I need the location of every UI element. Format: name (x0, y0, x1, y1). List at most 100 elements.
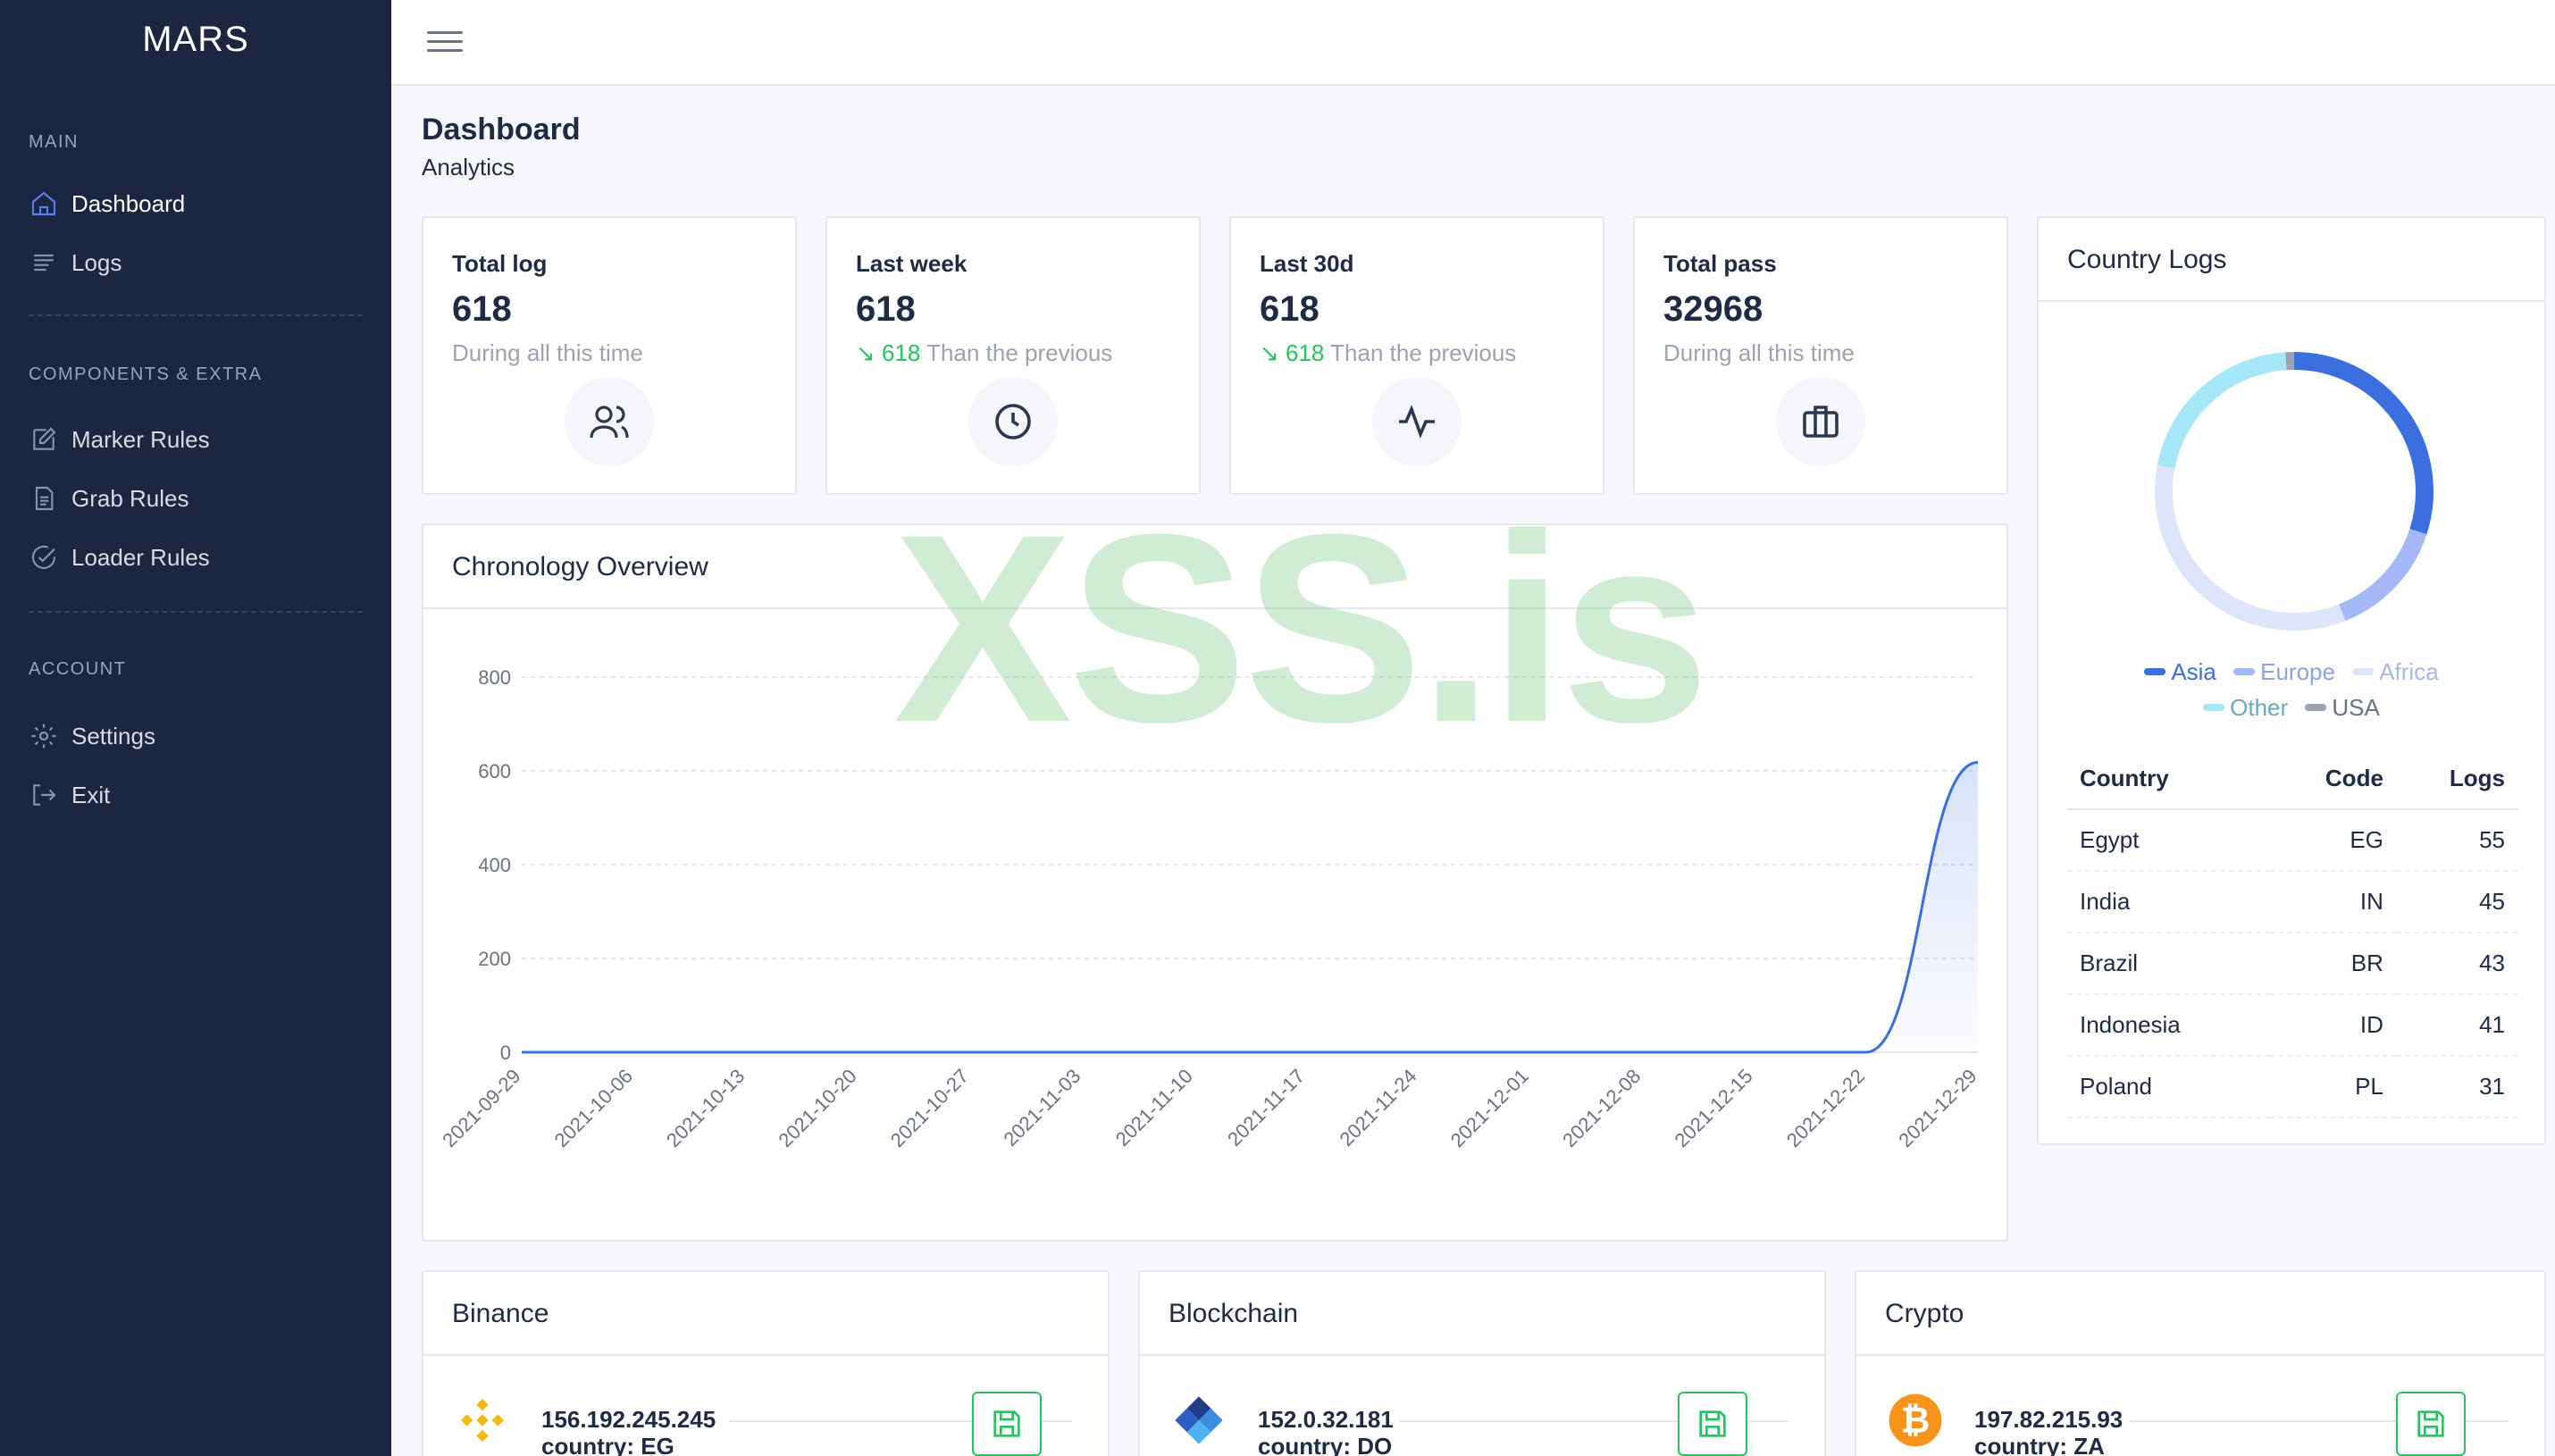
sidebar-item-marker-rules[interactable]: Marker Rules (29, 422, 210, 457)
card-header: Blockchain (1140, 1272, 1824, 1356)
cell-code: PL (2269, 1056, 2396, 1118)
cell-country: Poland (2067, 1056, 2270, 1118)
wallet-country: country: ZA (1974, 1433, 2105, 1456)
stat-note: ↘ 618 Than the previous (1260, 339, 1516, 367)
x-tick-label: 2021-11-03 (999, 1065, 1085, 1151)
save-icon (993, 1410, 1020, 1437)
section-label-main: MAIN (29, 132, 79, 152)
sidebar-item-logs[interactable]: Logs (29, 245, 121, 280)
card-header: Country Logs (2039, 218, 2544, 302)
donut-legend-row-1: Asia Europe Africa (2039, 654, 2544, 686)
file-icon (29, 483, 59, 514)
cell-code: BR (2269, 933, 2396, 995)
cell-logs: 45 (2395, 871, 2517, 933)
trend-down-icon: ↘ (1260, 339, 1286, 366)
sidebar-item-label: Dashboard (71, 189, 186, 217)
cell-code: IN (2269, 871, 2396, 933)
stat-note: During all this time (1663, 339, 1855, 366)
y-tick-label: 800 (478, 666, 511, 689)
legend-item-africa[interactable]: Africa (2352, 658, 2439, 686)
legend-item-europe[interactable]: Europe (2233, 658, 2335, 686)
series-line (522, 761, 1979, 1054)
stat-card-total-log: Total log 618 During all this time (422, 216, 797, 495)
cell-code: EG (2269, 809, 2396, 872)
sidebar-item-label: Settings (71, 722, 155, 749)
wallet-country: country: EG (541, 1433, 674, 1456)
sidebar-item-label: Exit (71, 781, 111, 808)
y-tick-label: 600 (478, 760, 511, 782)
stat-note-text: Than the previous (920, 339, 1113, 366)
y-tick-label: 0 (500, 1042, 511, 1064)
column-header-logs: Logs (2395, 749, 2517, 810)
cell-logs: 43 (2395, 933, 2517, 995)
wallet-ip: 156.192.245.245 (541, 1406, 716, 1433)
chronology-card: Chronology Overview 0 200 400 600 800 2021-09… (422, 523, 2008, 1242)
column-header-code: Code (2269, 749, 2396, 810)
menu-toggle-icon[interactable] (427, 25, 463, 57)
legend-item-other[interactable]: Other (2203, 694, 2288, 722)
section-label-components: COMPONENTS & EXTRA (29, 364, 263, 384)
stat-card-total-pass: Total pass 32968 During all this time (1633, 216, 2008, 495)
donut-legend-row-2: Other USA (2039, 690, 2544, 722)
table-row: India IN 45 (2067, 871, 2517, 933)
sidebar-item-exit[interactable]: Exit (29, 777, 110, 813)
card-title: Country Logs (2067, 245, 2227, 274)
x-tick-label: 2021-10-20 (774, 1065, 860, 1151)
x-tick-label: 2021-12-01 (1446, 1065, 1533, 1151)
page-title: Dashboard (422, 113, 581, 146)
donut-slice-asia (2293, 352, 2434, 535)
users-icon (565, 377, 654, 466)
stat-title: Total log (452, 250, 548, 277)
topbar (391, 0, 2555, 86)
clock-icon (968, 377, 1058, 466)
bitcoin-logo-icon: ₿ (1889, 1393, 1942, 1447)
brand-logo[interactable]: MARS (142, 20, 249, 59)
sidebar-item-grab-rules[interactable]: Grab Rules (29, 481, 189, 516)
stat-value: 618 (452, 289, 512, 329)
x-tick-label: 2021-12-22 (1782, 1065, 1869, 1151)
trend-down-icon: ↘ (856, 339, 883, 366)
list-icon (29, 247, 59, 278)
save-button[interactable] (1678, 1392, 1747, 1456)
donut-slice-africa (2155, 464, 2346, 631)
series-area (522, 762, 1978, 1052)
save-icon (1699, 1410, 1726, 1437)
card-header: Binance (423, 1272, 1108, 1356)
x-tick-label: 2021-11-24 (1336, 1065, 1421, 1151)
stat-note: ↘ 618 Than the previous (856, 339, 1112, 367)
chronology-chart: 0 200 400 600 800 2021-09-29 2021-10-06 2021-10… (438, 666, 1981, 1151)
table-row: Indonesia ID 41 (2067, 994, 2517, 1057)
save-button[interactable] (2396, 1392, 2466, 1456)
page-subtitle: Analytics (422, 154, 515, 180)
edit-icon (29, 424, 59, 455)
home-icon (29, 188, 59, 219)
save-button[interactable] (972, 1392, 1042, 1456)
cell-country: India (2067, 871, 2270, 933)
card-title: Crypto (1885, 1299, 1964, 1328)
sidebar-item-label: Grab Rules (71, 484, 189, 512)
sidebar-item-label: Logs (71, 248, 122, 276)
wallet-separator (729, 1420, 1072, 1422)
card-title: Blockchain (1169, 1299, 1299, 1328)
sidebar-item-label: Marker Rules (71, 425, 210, 453)
donut-slice-europe (2338, 528, 2427, 622)
x-tick-label: 2021-11-10 (1111, 1065, 1197, 1151)
legend-item-asia[interactable]: Asia (2144, 658, 2216, 686)
x-tick-label: 2021-09-29 (438, 1065, 524, 1151)
x-tick-label: 2021-12-08 (1558, 1065, 1645, 1151)
wallet-card-binance: Binance 156.192.245.245 country: EG (422, 1270, 1110, 1456)
stat-note-text: Than the previous (1324, 339, 1517, 366)
sidebar-item-loader-rules[interactable]: Loader Rules (29, 540, 210, 575)
cell-logs: 31 (2395, 1056, 2517, 1118)
binance-logo-icon (461, 1399, 504, 1442)
briefcase-icon (1776, 377, 1865, 466)
sidebar-item-dashboard[interactable]: Dashboard (29, 186, 185, 222)
wallet-ip: 152.0.32.181 (1258, 1406, 1394, 1433)
table-header-row: Country Code Logs (2067, 749, 2517, 810)
sidebar-item-settings[interactable]: Settings (29, 718, 155, 754)
stat-value: 618 (1260, 289, 1319, 329)
legend-item-usa[interactable]: USA (2305, 694, 2380, 722)
cell-country: Indonesia (2067, 994, 2270, 1057)
stat-trend: 618 (882, 339, 921, 366)
cell-logs: 41 (2395, 994, 2517, 1057)
